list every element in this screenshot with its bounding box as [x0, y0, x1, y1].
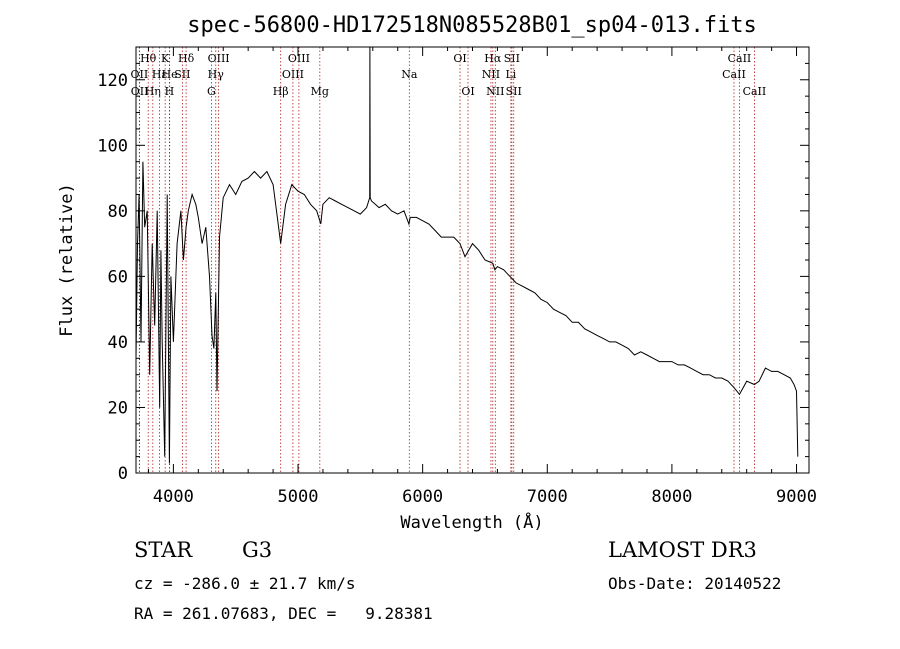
line-marker-label-7: H: [165, 85, 175, 98]
line-marker-label-8: SII: [174, 68, 190, 81]
line-marker-label-10: OIII: [208, 52, 230, 65]
line-marker-label-26: CaII: [728, 52, 752, 65]
x-axis: 4000 5000 6000 7000 8000 9000: [147, 47, 817, 507]
plot-frame: [135, 46, 810, 474]
x-tick-label-1: 5000: [278, 487, 319, 507]
line-marker-label-27: CaII: [722, 68, 746, 81]
line-marker-label-22: NII: [486, 85, 504, 98]
line-marker-label-6: He: [162, 68, 178, 81]
line-marker-label-17: Na: [401, 68, 418, 81]
y-tick-label-1: 20: [108, 398, 128, 418]
line-marker-label-9: Hδ: [178, 52, 195, 65]
line-marker-label-28: CaII: [743, 85, 767, 98]
y-tick-label-0: 0: [118, 464, 128, 484]
line-marker-label-2: OII: [131, 85, 149, 98]
line-marker-label-19: OI: [461, 85, 474, 98]
y-tick-label-2: 40: [108, 333, 128, 353]
survey-name: LAMOST DR3: [608, 538, 757, 562]
line-marker-label-0: Hθ: [140, 52, 157, 65]
line-marker-label-1: OII: [131, 68, 149, 81]
line-marker-label-14: OIII: [288, 52, 310, 65]
x-tick-label-3: 7000: [527, 487, 568, 507]
series-group: [135, 46, 799, 464]
y-axis-label: Flux (relative): [57, 183, 77, 337]
y-tick-label-5: 100: [97, 136, 128, 156]
line-marker-label-18: OI: [453, 52, 466, 65]
x-tick-label-5: 9000: [776, 487, 817, 507]
line-marker-label-24: Li: [505, 68, 516, 81]
line-marker-label-20: Hα: [484, 52, 502, 65]
line-marker-label-3: Hη: [145, 85, 161, 98]
line-marker-label-23: SII: [504, 52, 520, 65]
y-tick-label-6: 120: [97, 71, 128, 91]
line-marker-label-25: SII: [506, 85, 522, 98]
line-marker-label-12: G: [207, 85, 216, 98]
line-marker-label-15: OIII: [282, 68, 304, 81]
line-marker-label-5: K: [161, 52, 170, 65]
chart-title: spec-56800-HD172518N085528B01_sp04-013.f…: [187, 13, 757, 38]
line-marker-label-21: NII: [482, 68, 500, 81]
x-tick-label-4: 8000: [651, 487, 692, 507]
redshift-text: cz = -286.0 ± 21.7 km/s: [134, 574, 356, 593]
line-marker-label-11: Hγ: [208, 68, 225, 81]
y-tick-label-4: 80: [108, 202, 128, 222]
x-tick-label-0: 4000: [153, 487, 194, 507]
object-class: STAR: [134, 538, 193, 562]
x-tick-label-2: 6000: [402, 487, 443, 507]
line-marker-label-13: Hβ: [273, 85, 289, 98]
y-axis: 0 20 40 60 80 100 120: [97, 62, 809, 484]
line-marker-label-16: Mg: [311, 85, 329, 98]
y-tick-label-3: 60: [108, 267, 128, 287]
obs-date-text: Obs-Date: 20140522: [608, 574, 782, 593]
object-subclass: G3: [242, 538, 273, 562]
line-marker-label-4: Hε: [152, 68, 168, 81]
spectrum-line-0: [135, 46, 799, 464]
x-axis-label: Wavelength (Å): [400, 511, 543, 533]
coordinates-text: RA = 261.07683, DEC = 9.28381: [134, 604, 433, 623]
